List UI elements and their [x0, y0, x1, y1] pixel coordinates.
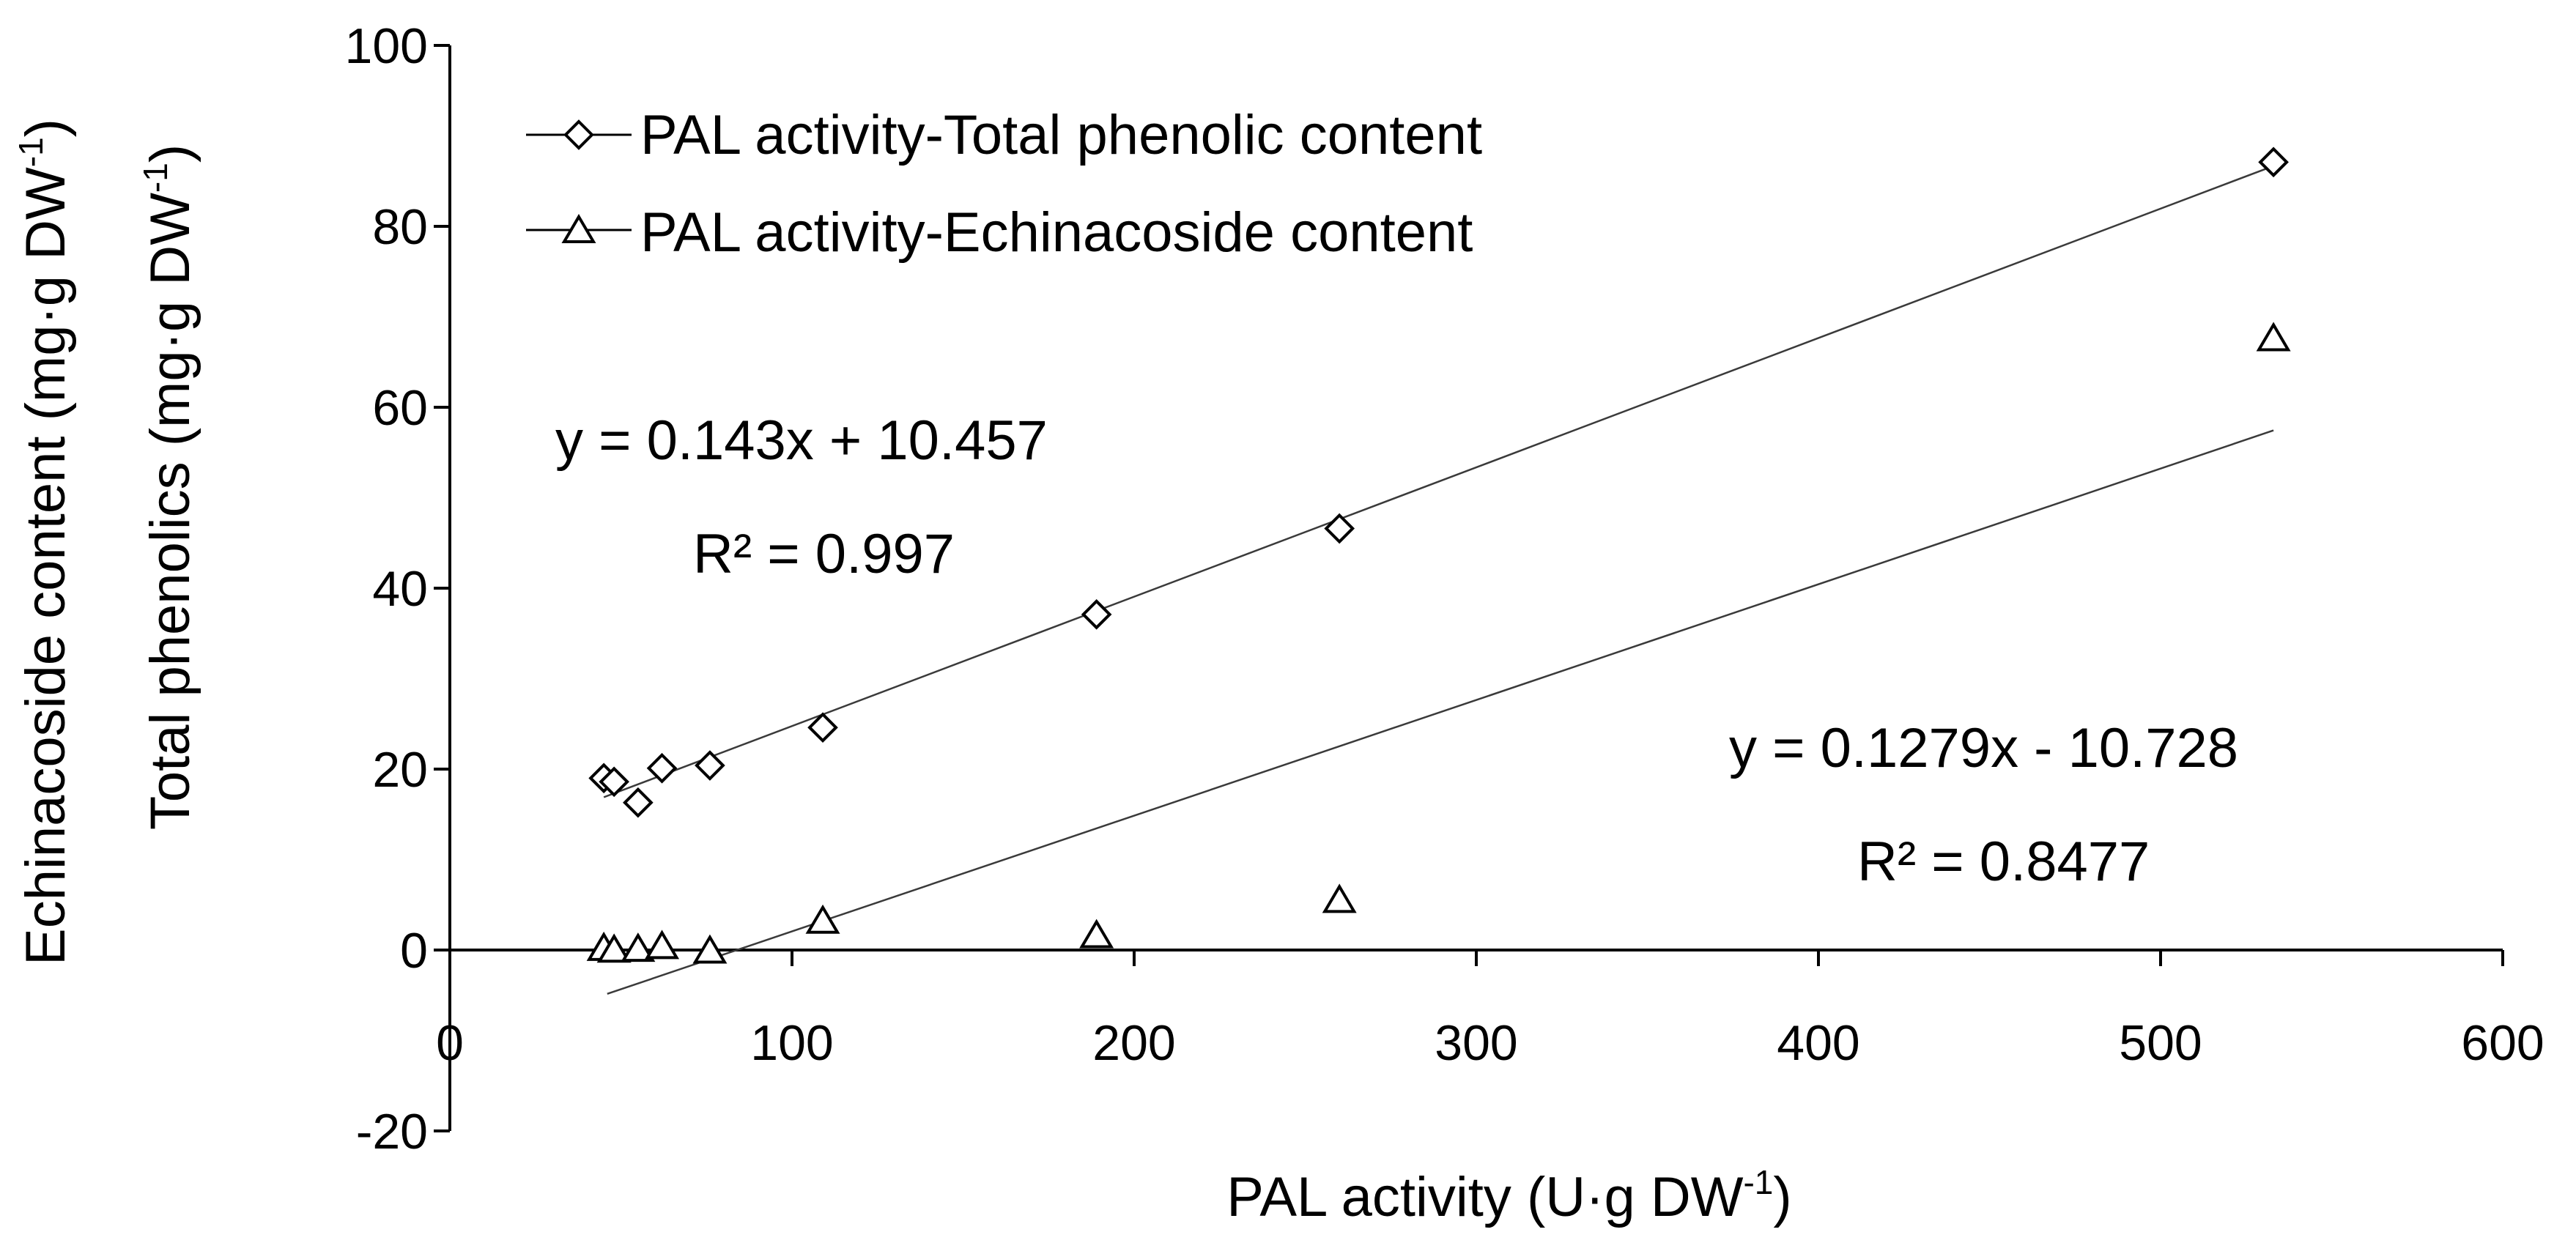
data-point-total-phenolic — [1324, 513, 1355, 544]
data-point-total-phenolic — [695, 750, 725, 781]
equation-echinacoside: y = 0.1279x - 10.728 — [1729, 717, 2238, 779]
equation-total-phenolic: y = 0.143x + 10.457 — [555, 409, 1048, 472]
data-point-total-phenolic — [1081, 598, 1112, 630]
trendline-total-phenolic — [603, 165, 2274, 798]
y-tick-label: 20 — [372, 742, 428, 798]
data-point-echinacoside — [1079, 919, 1114, 949]
legend-label-total-phenolic: PAL activity-Total phenolic content — [640, 104, 1482, 166]
equations: y = 0.143x + 10.457 R² = 0.997 y = 0.127… — [555, 409, 2238, 893]
x-tick-label: 600 — [2461, 1015, 2544, 1071]
data-point-total-phenolic — [646, 752, 678, 784]
data-point-echinacoside — [645, 930, 680, 960]
data-point-total-phenolic — [623, 787, 654, 818]
y-tick-label: 0 — [400, 923, 428, 979]
data-point-echinacoside — [621, 932, 656, 962]
data-point-total-phenolic — [807, 712, 838, 743]
data-point-total-phenolic — [599, 766, 629, 798]
data-point-echinacoside — [2256, 322, 2291, 352]
x-tick-label: 0 — [436, 1015, 464, 1071]
legend: PAL activity-Total phenolic content PAL … — [526, 104, 1482, 264]
x-tick-label: 200 — [1092, 1015, 1175, 1071]
data-point-echinacoside — [596, 933, 632, 963]
data-point-total-phenolic — [2258, 146, 2289, 178]
r2-echinacoside: R² = 0.8477 — [1857, 831, 2150, 893]
trendline-echinacoside — [607, 429, 2274, 995]
legend-triangle-icon — [561, 214, 596, 243]
trend-lines — [603, 165, 2274, 995]
y-tick-label: -20 — [356, 1104, 428, 1160]
y-tick-label: 60 — [372, 380, 428, 436]
x-tick-label: 500 — [2119, 1015, 2202, 1071]
data-point-echinacoside — [692, 934, 728, 964]
x-axis-title: PAL activity (U·g DW-1) — [1226, 1163, 1791, 1228]
x-tick-label: 400 — [1777, 1015, 1859, 1071]
y-tick-label: 40 — [372, 561, 428, 617]
legend-diamond-icon — [563, 119, 594, 150]
y-axis-title-echinacoside: Echinacoside content (mg·g DW-1) — [12, 119, 77, 965]
y-tick-label: 100 — [345, 18, 428, 74]
r2-total-phenolic: R² = 0.997 — [693, 523, 955, 585]
y-tick-label: 80 — [372, 199, 428, 255]
legend-label-echinacoside: PAL activity-Echinacoside content — [640, 201, 1473, 264]
x-tick-label: 100 — [750, 1015, 833, 1071]
data-markers — [586, 146, 2291, 964]
x-tick-label: 300 — [1435, 1015, 1517, 1071]
data-point-echinacoside — [1322, 883, 1357, 913]
y-axis-title-total-phenolics: Total phenolics (mg·g DW-1) — [136, 144, 201, 830]
data-point-echinacoside — [805, 904, 840, 934]
